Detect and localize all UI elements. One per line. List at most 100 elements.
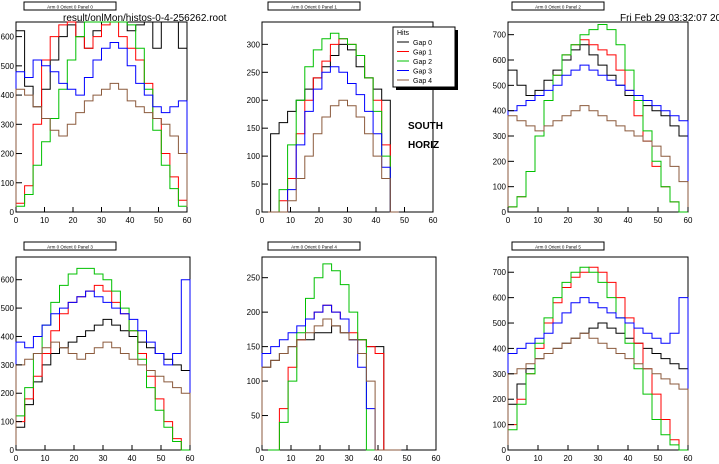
y-tick-label: 500 (1, 304, 15, 313)
y-tick-label: 100 (1, 179, 15, 188)
y-tick-label: 400 (493, 107, 507, 116)
y-tick-label: 600 (493, 294, 507, 303)
x-tick-label: 30 (99, 454, 108, 463)
x-tick-label: 40 (624, 216, 633, 225)
panel-title-box (23, 1, 117, 11)
legend-entry: Gap 2 (413, 59, 432, 66)
y-tick-label: 600 (1, 276, 15, 285)
series-line-4 (262, 99, 399, 213)
y-tick-label: 250 (247, 68, 261, 77)
y-tick-label: 700 (493, 31, 507, 40)
y-tick-label: 600 (493, 56, 507, 65)
panel-title: Arm 0 Orient 0 Panel 5 (535, 245, 581, 250)
x-tick-label: 50 (154, 216, 163, 225)
x-tick-label: 50 (157, 454, 166, 463)
south-label: SOUTH (408, 121, 443, 132)
y-tick-label: 0 (502, 208, 507, 217)
y-tick-label: 400 (493, 344, 507, 353)
series-line-2 (15, 21, 188, 212)
x-tick-label: 30 (594, 216, 603, 225)
file-path-label: result/onlMon/histos-0-4-256262.root (63, 13, 227, 24)
series-line-1 (15, 284, 190, 451)
x-tick-label: 20 (69, 216, 78, 225)
series-line-3 (507, 297, 689, 450)
legend-entry: Gap 1 (413, 50, 432, 57)
y-tick-label: 50 (251, 180, 260, 189)
y-tick-label: 0 (256, 446, 261, 455)
panel-title: Arm 0 Orient 0 Panel 4 (291, 245, 337, 250)
y-tick-label: 500 (493, 319, 507, 328)
series-line-0 (261, 325, 402, 451)
series-line-3 (507, 64, 689, 212)
series-line-2 (262, 263, 402, 451)
y-tick-label: 200 (1, 150, 15, 159)
y-tick-label: 500 (1, 62, 15, 71)
x-tick-label: 60 (429, 216, 438, 225)
x-tick-label: 30 (345, 454, 354, 463)
panel-title: Arm 0 Orient 0 Panel 1 (291, 5, 337, 10)
y-tick-label: 50 (251, 412, 260, 421)
x-tick-label: 20 (316, 454, 325, 463)
x-tick-label: 60 (432, 454, 441, 463)
y-tick-label: 600 (1, 33, 15, 42)
x-tick-label: 60 (684, 454, 693, 463)
series-line-4 (15, 82, 188, 212)
x-tick-label: 50 (654, 216, 663, 225)
x-tick-label: 50 (654, 454, 663, 463)
x-tick-label: 10 (40, 216, 49, 225)
series-line-4 (507, 105, 689, 212)
series-line-2 (507, 24, 688, 213)
x-tick-label: 20 (564, 216, 573, 225)
x-tick-label: 60 (186, 454, 195, 463)
y-tick-label: 200 (493, 395, 507, 404)
x-tick-label: 0 (14, 216, 19, 225)
x-tick-label: 40 (128, 454, 137, 463)
x-tick-label: 0 (260, 454, 265, 463)
panel-title-box (267, 1, 361, 11)
series-line-4 (507, 332, 689, 450)
x-tick-label: 40 (126, 216, 135, 225)
x-tick-label: 60 (684, 216, 693, 225)
y-tick-label: 100 (493, 421, 507, 430)
x-tick-label: 40 (374, 454, 383, 463)
y-tick-label: 200 (493, 157, 507, 166)
y-tick-label: 250 (247, 274, 261, 283)
y-tick-label: 300 (493, 132, 507, 141)
y-tick-label: 0 (502, 446, 507, 455)
y-tick-label: 300 (1, 361, 15, 370)
x-tick-label: 10 (534, 216, 543, 225)
y-tick-label: 100 (493, 183, 507, 192)
y-tick-label: 500 (493, 81, 507, 90)
x-tick-label: 40 (372, 216, 381, 225)
y-tick-label: 0 (256, 208, 261, 217)
x-tick-label: 0 (506, 454, 511, 463)
x-tick-label: 30 (343, 216, 352, 225)
y-tick-label: 200 (247, 308, 261, 317)
x-tick-label: 10 (287, 454, 296, 463)
y-tick-label: 0 (10, 208, 15, 217)
series-line-2 (15, 267, 190, 451)
x-tick-label: 20 (564, 454, 573, 463)
y-tick-label: 300 (493, 370, 507, 379)
y-tick-label: 300 (1, 120, 15, 129)
x-tick-label: 20 (315, 216, 324, 225)
legend-entry: Gap 0 (413, 40, 432, 47)
y-tick-label: 0 (10, 446, 15, 455)
x-tick-label: 40 (624, 454, 633, 463)
panel-title: Arm 0 Orient 0 Panel 0 (47, 5, 93, 10)
series-line-4 (15, 341, 191, 450)
series-line-4 (261, 318, 402, 451)
x-tick-label: 30 (594, 454, 603, 463)
legend-title: Hits (397, 30, 410, 37)
panel-title-box (511, 241, 605, 251)
y-tick-label: 100 (1, 418, 15, 427)
x-tick-label: 10 (534, 454, 543, 463)
x-tick-label: 20 (70, 454, 79, 463)
x-tick-label: 10 (41, 454, 50, 463)
legend-entry: Gap 4 (413, 78, 432, 85)
y-tick-label: 200 (247, 96, 261, 105)
series-line-3 (261, 304, 402, 451)
x-tick-label: 0 (260, 216, 265, 225)
x-tick-label: 30 (97, 216, 106, 225)
series-line-3 (15, 279, 191, 450)
